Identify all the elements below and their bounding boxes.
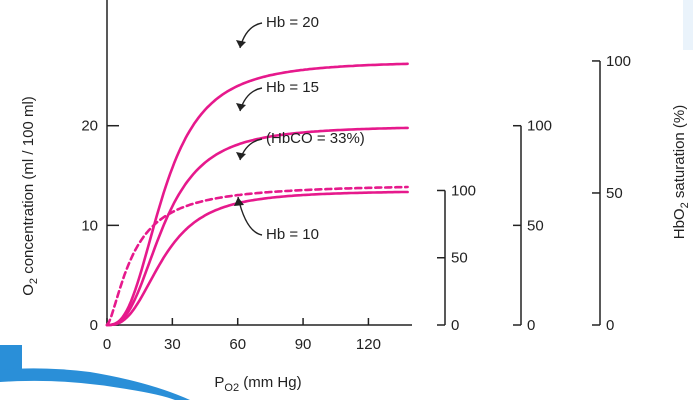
saturation-tick-label: 50 bbox=[606, 185, 623, 202]
x-ticks: 0 30 60 90 120 bbox=[103, 318, 381, 353]
hb-10-annotation: Hb = 10 bbox=[266, 226, 319, 243]
saturation-tick-label: 100 bbox=[527, 118, 552, 135]
series-curves bbox=[105, 62, 409, 327]
hbco-33-curve bbox=[105, 185, 409, 327]
annotation-arrowhead bbox=[234, 197, 244, 206]
y-axis-title: O2 concentration (ml / 100 ml) bbox=[20, 96, 40, 296]
saturation-tick-label: 0 bbox=[527, 317, 535, 334]
x-tick-label: 0 bbox=[103, 336, 111, 353]
x-tick-label: 90 bbox=[295, 336, 312, 353]
hb-20-annotation: Hb = 20 bbox=[266, 14, 319, 31]
hb-15-annotation: Hb = 15 bbox=[266, 79, 319, 96]
y-tick-label: 10 bbox=[81, 217, 98, 234]
x-tick-label: 60 bbox=[229, 336, 246, 353]
x-tick-label: 30 bbox=[164, 336, 181, 353]
hb-10-curve bbox=[105, 190, 409, 327]
annotation-arrowhead bbox=[236, 152, 246, 160]
annotation-arrowhead bbox=[236, 103, 246, 111]
hb-15-curve bbox=[105, 126, 409, 327]
annotation-arrowhead bbox=[236, 40, 246, 48]
saturation-tick-label: 0 bbox=[451, 317, 459, 334]
series-annotations: Hb = 20 Hb = 15 (HbCO = 33%) Hb = 10 bbox=[234, 14, 365, 243]
saturation-tick-label: 50 bbox=[451, 250, 468, 267]
page-edge-decoration bbox=[683, 0, 693, 50]
saturation-tick-label: 50 bbox=[527, 217, 544, 234]
hb-20-curve bbox=[105, 62, 409, 327]
decorative-blue-swoosh bbox=[0, 368, 190, 400]
saturation-axes: 100 50 0 100 50 0 100 50 0 bbox=[437, 53, 631, 334]
hbco-33-annotation: (HbCO = 33%) bbox=[266, 130, 365, 147]
saturation-tick-label: 100 bbox=[606, 53, 631, 70]
y-tick-label: 0 bbox=[90, 317, 98, 334]
saturation-axis-title: HbO2 saturation (%) bbox=[671, 105, 691, 240]
saturation-tick-label: 0 bbox=[606, 317, 614, 334]
x-tick-label: 120 bbox=[356, 336, 381, 353]
x-axis-title: PO2 (mm Hg) bbox=[214, 374, 301, 394]
saturation-tick-label: 100 bbox=[451, 182, 476, 199]
y-tick-label: 20 bbox=[81, 118, 98, 135]
y-ticks: 0 10 20 bbox=[81, 118, 119, 334]
